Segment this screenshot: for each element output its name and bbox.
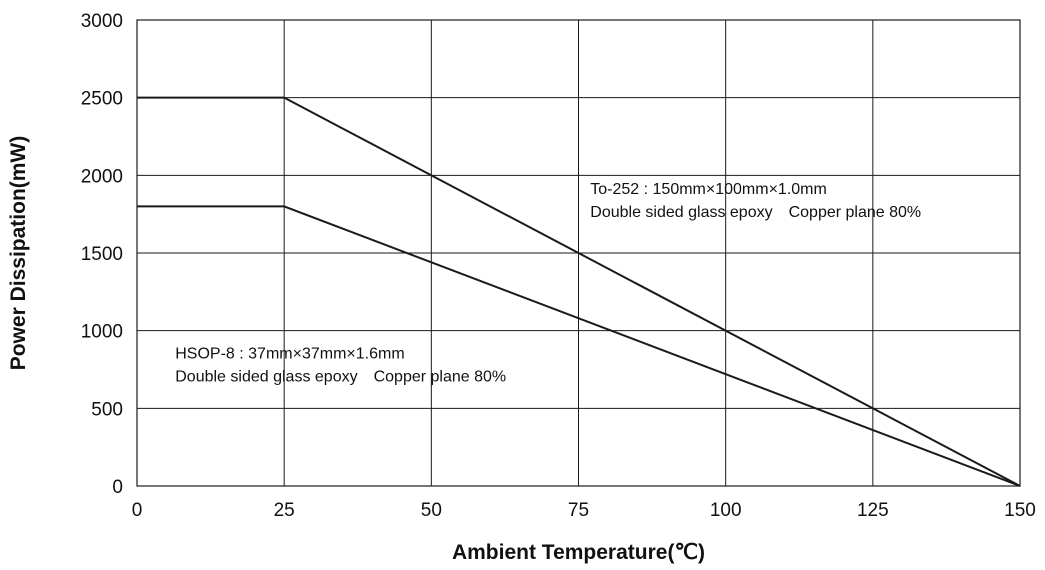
y-tick-labels: 0 500 1000 1500 2000 2500 3000 bbox=[81, 11, 123, 498]
y-tick-label: 0 bbox=[112, 477, 123, 498]
series-line-2 bbox=[137, 205, 1021, 487]
y-tick-label: 1500 bbox=[81, 244, 123, 265]
y-tick-label: 500 bbox=[91, 399, 123, 420]
x-tick-label: 75 bbox=[568, 500, 589, 521]
annotations: To-252 : 150mm×100mm×1.0mm Double sided g… bbox=[175, 181, 921, 386]
y-tick-label: 2500 bbox=[81, 89, 123, 110]
annotation-line: HSOP-8 : 37mm×37mm×1.6mm bbox=[175, 346, 404, 363]
x-tick-labels: 0 25 50 75 100 125 150 bbox=[132, 500, 1036, 521]
series-line-1 bbox=[137, 96, 1021, 487]
y-axis-title: Power Dissipation(mW) bbox=[7, 136, 30, 371]
annotation-2: HSOP-8 : 37mm×37mm×1.6mm Double sided gla… bbox=[175, 346, 506, 386]
y-tick-label: 2000 bbox=[81, 166, 123, 187]
plot-frame bbox=[136, 19, 1021, 487]
x-tick-label: 150 bbox=[1004, 500, 1036, 521]
annotation-line: To-252 : 150mm×100mm×1.0mm bbox=[590, 181, 827, 198]
x-axis-title: Ambient Temperature(℃) bbox=[452, 541, 705, 564]
annotation-line: Double sided glass epoxy Copper plane 80… bbox=[590, 204, 921, 221]
x-tick-label: 50 bbox=[421, 500, 442, 521]
y-tick-label: 3000 bbox=[81, 11, 123, 32]
series-group bbox=[137, 96, 1021, 487]
annotation-1: To-252 : 150mm×100mm×1.0mm Double sided g… bbox=[590, 181, 921, 221]
x-tick-label: 0 bbox=[132, 500, 143, 521]
x-tick-label: 25 bbox=[274, 500, 295, 521]
x-tick-label: 125 bbox=[857, 500, 889, 521]
x-tick-label: 100 bbox=[710, 500, 742, 521]
y-tick-label: 1000 bbox=[81, 322, 123, 343]
annotation-line: Double sided glass epoxy Copper plane 80… bbox=[175, 369, 506, 386]
